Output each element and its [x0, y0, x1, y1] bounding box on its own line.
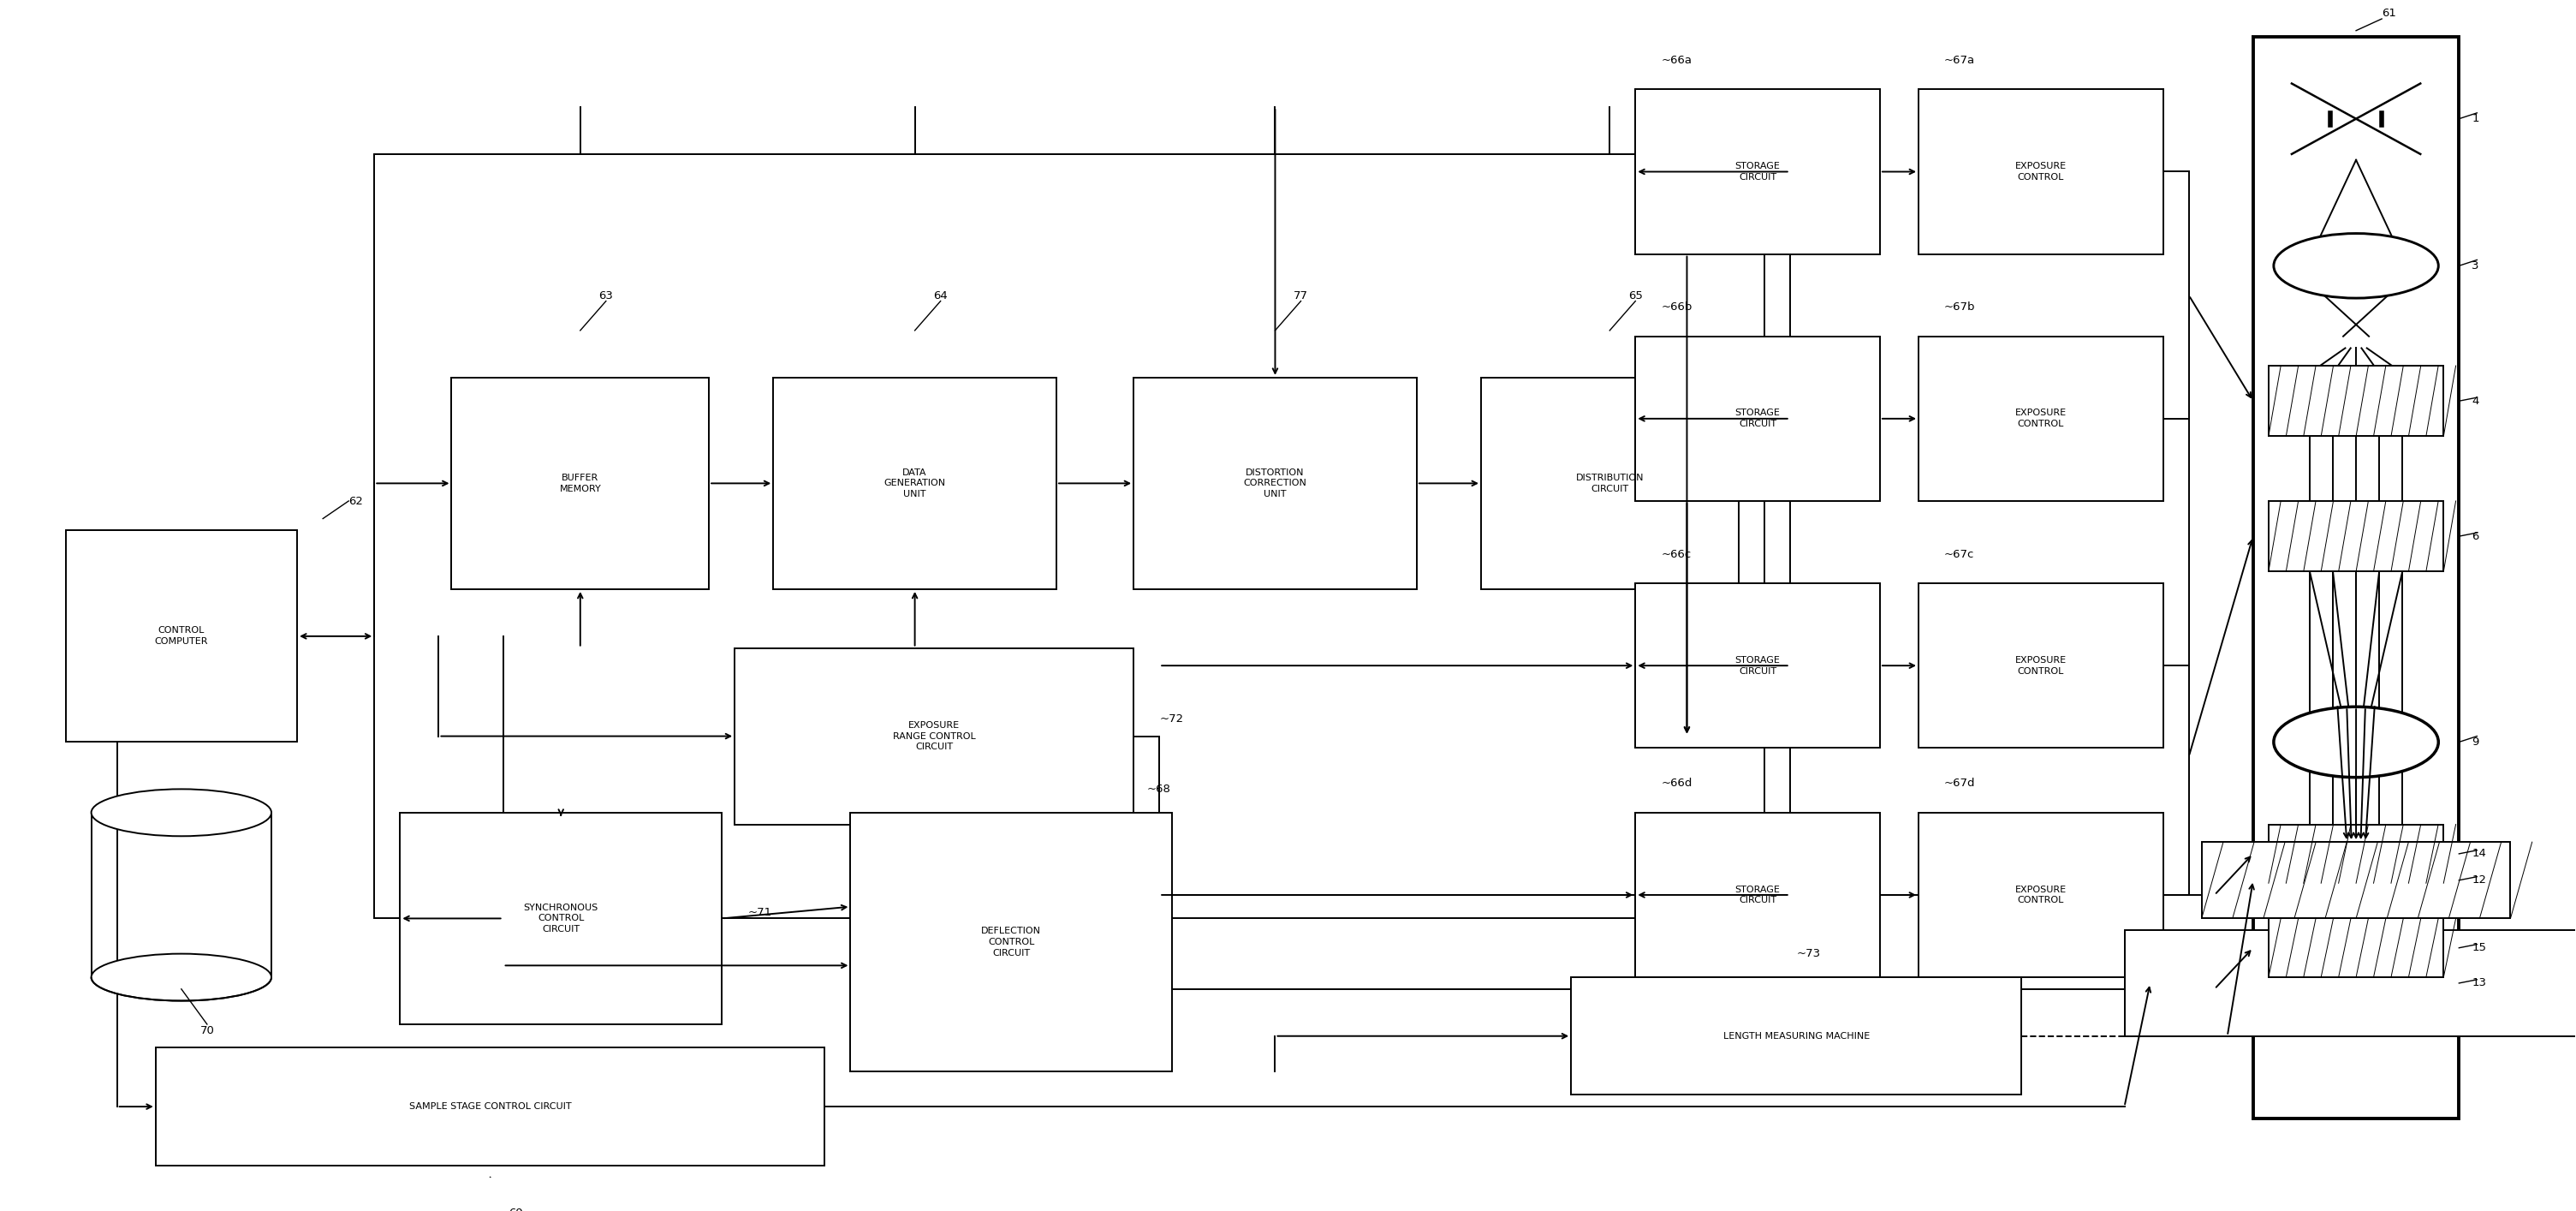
FancyBboxPatch shape	[1919, 813, 2164, 977]
Text: DEFLECTION
CONTROL
CIRCUIT: DEFLECTION CONTROL CIRCUIT	[981, 926, 1041, 957]
Text: ~66d: ~66d	[1662, 777, 1692, 790]
Text: SAMPLE STAGE CONTROL CIRCUIT: SAMPLE STAGE CONTROL CIRCUIT	[410, 1102, 572, 1110]
Text: DISTRIBUTION
CIRCUIT: DISTRIBUTION CIRCUIT	[1577, 474, 1643, 493]
FancyBboxPatch shape	[2269, 501, 2445, 572]
Ellipse shape	[90, 790, 270, 836]
FancyBboxPatch shape	[1636, 90, 1880, 254]
Text: 62: 62	[348, 495, 363, 507]
Text: 77: 77	[1293, 289, 1309, 302]
FancyBboxPatch shape	[399, 813, 721, 1025]
Text: 70: 70	[201, 1025, 214, 1037]
Text: STORAGE
CIRCUIT: STORAGE CIRCUIT	[1736, 885, 1780, 905]
Text: EXPOSURE
RANGE CONTROL
CIRCUIT: EXPOSURE RANGE CONTROL CIRCUIT	[894, 721, 976, 751]
FancyBboxPatch shape	[2269, 825, 2445, 883]
Text: 4: 4	[2473, 396, 2478, 407]
Text: ~67d: ~67d	[1945, 777, 1976, 790]
Text: 9: 9	[2473, 736, 2478, 747]
Text: ~73: ~73	[1795, 948, 1821, 959]
FancyBboxPatch shape	[2125, 930, 2576, 1037]
Text: 61: 61	[2383, 7, 2396, 19]
FancyBboxPatch shape	[1636, 813, 1880, 977]
Text: 3: 3	[2473, 260, 2478, 271]
Text: 14: 14	[2473, 848, 2486, 860]
FancyBboxPatch shape	[2202, 842, 2512, 918]
FancyBboxPatch shape	[2269, 366, 2445, 436]
FancyBboxPatch shape	[2269, 918, 2445, 977]
Text: CONTROL
COMPUTER: CONTROL COMPUTER	[155, 626, 209, 645]
Text: 15: 15	[2473, 942, 2486, 953]
Text: ~71: ~71	[747, 907, 773, 918]
Text: ~66b: ~66b	[1662, 302, 1692, 312]
FancyBboxPatch shape	[850, 813, 1172, 1072]
Text: ~67a: ~67a	[1945, 54, 1976, 65]
Text: EXPOSURE
CONTROL: EXPOSURE CONTROL	[2014, 409, 2066, 429]
FancyBboxPatch shape	[1481, 378, 1739, 590]
Text: EXPOSURE
CONTROL: EXPOSURE CONTROL	[2014, 656, 2066, 676]
Text: BUFFER
MEMORY: BUFFER MEMORY	[559, 474, 600, 493]
FancyBboxPatch shape	[1919, 90, 2164, 254]
FancyBboxPatch shape	[155, 1048, 824, 1165]
Text: ~67c: ~67c	[1945, 549, 1976, 559]
Text: EXPOSURE
CONTROL: EXPOSURE CONTROL	[2014, 885, 2066, 905]
Text: ~72: ~72	[1159, 713, 1182, 724]
FancyBboxPatch shape	[734, 648, 1133, 825]
Text: SYNCHRONOUS
CONTROL
CIRCUIT: SYNCHRONOUS CONTROL CIRCUIT	[523, 903, 598, 934]
Ellipse shape	[2275, 234, 2439, 298]
Text: DATA
GENERATION
UNIT: DATA GENERATION UNIT	[884, 469, 945, 499]
Ellipse shape	[90, 954, 270, 1000]
FancyBboxPatch shape	[2254, 36, 2460, 1119]
Text: ~66a: ~66a	[1662, 54, 1692, 65]
FancyBboxPatch shape	[1919, 584, 2164, 748]
Text: 13: 13	[2473, 977, 2486, 988]
Text: STORAGE
CIRCUIT: STORAGE CIRCUIT	[1736, 409, 1780, 429]
Text: STORAGE
CIRCUIT: STORAGE CIRCUIT	[1736, 162, 1780, 182]
Text: 64: 64	[933, 289, 948, 302]
Text: EXPOSURE
CONTROL: EXPOSURE CONTROL	[2014, 162, 2066, 182]
FancyBboxPatch shape	[1636, 337, 1880, 501]
Text: DISTORTION
CORRECTION
UNIT: DISTORTION CORRECTION UNIT	[1244, 469, 1306, 499]
Text: LENGTH MEASURING MACHINE: LENGTH MEASURING MACHINE	[1723, 1032, 1870, 1040]
FancyBboxPatch shape	[1133, 378, 1417, 590]
Text: ~68: ~68	[1146, 784, 1170, 794]
Text: 6: 6	[2473, 530, 2478, 541]
FancyBboxPatch shape	[1919, 337, 2164, 501]
Text: 65: 65	[1628, 289, 1643, 302]
FancyBboxPatch shape	[1571, 977, 2022, 1095]
FancyBboxPatch shape	[451, 378, 708, 590]
Text: 1: 1	[2473, 113, 2478, 125]
Text: ~66c: ~66c	[1662, 549, 1692, 559]
FancyBboxPatch shape	[64, 530, 296, 742]
Text: 69: 69	[507, 1207, 523, 1211]
Text: STORAGE
CIRCUIT: STORAGE CIRCUIT	[1736, 656, 1780, 676]
Text: ~67b: ~67b	[1945, 302, 1976, 312]
FancyBboxPatch shape	[773, 378, 1056, 590]
Ellipse shape	[2275, 707, 2439, 777]
FancyBboxPatch shape	[1636, 584, 1880, 748]
Text: 12: 12	[2473, 874, 2486, 885]
Text: 63: 63	[598, 289, 613, 302]
